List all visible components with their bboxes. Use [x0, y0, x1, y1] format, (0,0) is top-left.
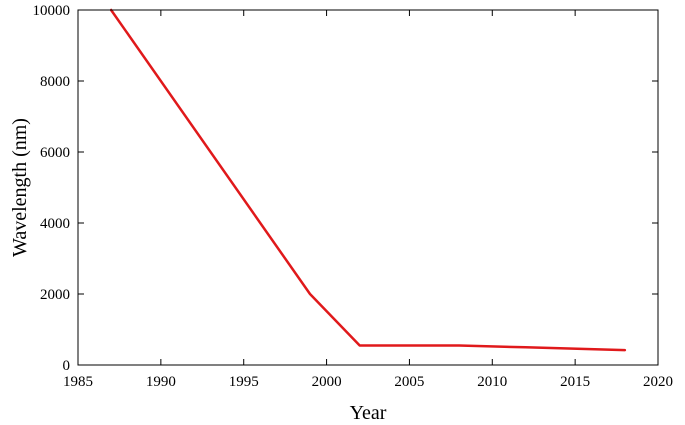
x-axis-title: Year — [350, 402, 387, 424]
x-tick-label: 2020 — [643, 374, 673, 390]
y-tick-label: 10000 — [33, 3, 71, 19]
x-tick-label: 1985 — [63, 374, 93, 390]
series-line — [109, 8, 627, 352]
plot-frame — [77, 9, 659, 366]
ticks-layer: 1985 1990 1995 2000 2005 2010 2015 2020 0 2000 400… — [33, 3, 674, 390]
y-tick-label: 6000 — [40, 145, 70, 161]
y-axis-title: Wavelength (nm) — [9, 118, 31, 257]
y-tick-label: 4000 — [40, 216, 70, 232]
series-layer — [109, 8, 627, 352]
y-tick-label: 0 — [63, 358, 71, 374]
x-tick-label: 1990 — [146, 374, 176, 390]
x-tick-label: 2005 — [394, 374, 424, 390]
x-tick-label: 2000 — [312, 374, 342, 390]
y-tick-label: 2000 — [40, 287, 70, 303]
x-tick-label: 1995 — [229, 374, 259, 390]
x-tick-label: 2010 — [477, 374, 507, 390]
x-tick-label: 2015 — [560, 374, 590, 390]
y-tick-label: 8000 — [40, 74, 70, 90]
